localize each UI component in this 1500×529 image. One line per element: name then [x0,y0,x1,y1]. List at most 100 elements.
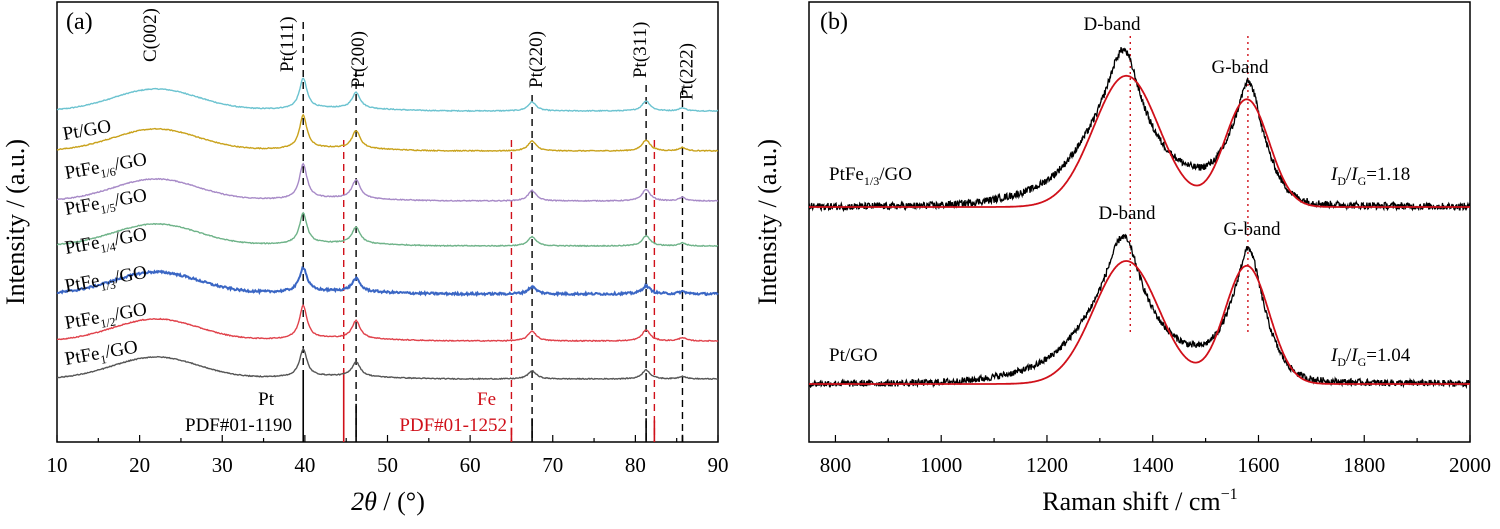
raman-x-axis-label: Raman shift / cm [1042,487,1220,516]
xrd-x-tick-label: 40 [294,453,315,477]
ratio-d-subscript: D [1337,174,1346,188]
xrd-curve [56,304,719,343]
xrd-peak-label: Pt(311) [630,22,651,78]
raman-x-tick-labels: 800 1000 1200 1400 1600 1800 2000 [820,453,1491,477]
xrd-peak-label: Pt(111) [277,16,298,72]
id-ig-ratio: ID/IG=1.04 [1330,345,1411,369]
raman-panel: (b) 800 1000 1200 1400 1600 1800 2000 D-band G-… [753,1,1491,516]
xrd-x-axis-unit: / (°) [377,487,425,516]
id-ig-ratio: ID/IG=1.18 [1330,164,1410,188]
raman-x-tick-label: 1800 [1343,453,1385,477]
xrd-series-label-tail: /GO [113,224,149,250]
xrd-series-label: PtFe1/4/GO [63,224,149,262]
xrd-x-ticks [56,435,719,442]
xrd-peak-label: Pt(222) [676,43,697,100]
xrd-series-label-tail: /GO [113,149,149,175]
xrd-peak-guides [302,22,684,442]
raman-measured-curve [808,233,1471,390]
xrd-series-label: PtFe1/3/GO [63,262,149,300]
ratio-slash: / [1346,164,1352,185]
xrd-x-tick-labels: 10 20 30 40 50 60 70 80 90 [47,453,729,477]
xrd-series-label-tail: /GO [113,185,149,211]
raman-x-tick-label: 1400 [1132,453,1174,477]
ratio-g-subscript: G [1358,174,1367,188]
raman-series-label: PtFe1/3/GO [829,164,912,188]
raman-plot-frame [808,1,1471,443]
xrd-x-tick-label: 60 [460,453,481,477]
g-band-label: G-band [1212,57,1269,78]
pt-reference-pdf: PDF#01-1190 [185,415,292,436]
ratio-intensity-symbol: I [1350,345,1359,366]
xrd-series-label-subscript: 1/6 [99,164,117,180]
raman-panel-label: (b) [820,9,848,35]
xrd-curve [56,347,719,381]
xrd-panel: (a) 10 20 30 40 50 60 70 80 90 Pt/GOPtFe1/6/GOPt… [1,1,729,516]
raman-curves [808,47,1471,390]
ratio-intensity-symbol: I [1330,345,1339,366]
raman-series-label-tail: /GO [879,164,912,185]
xrd-series-label-tail: /GO [113,262,149,288]
raman-x-tick-label: 1600 [1237,453,1279,477]
raman-x-tick-label: 2000 [1449,453,1491,477]
xrd-series-label-tail: /GO [103,336,139,362]
xrd-series-label-base: PtFe [63,270,101,297]
raman-x-ticks [834,435,1471,442]
xrd-series-label-subscript: 1/2 [99,314,117,330]
xrd-plot-frame [56,1,719,443]
xrd-curve [56,211,719,248]
raman-series-label-base: Pt/GO [829,345,878,366]
xrd-peak-labels: C(002) Pt(111) Pt(200) Pt(220) Pt(311) Pt(222… [140,8,697,100]
raman-fit-curve [809,260,1470,385]
raman-band-guides [1129,36,1249,336]
xrd-x-tick-label: 10 [47,453,68,477]
xrd-series-label-subscript: 1/5 [99,200,117,216]
xrd-series-label: PtFe1/6/GO [63,149,149,187]
raman-series-label: Pt/GO [829,345,878,366]
raman-x-tick-label: 800 [820,453,852,477]
xrd-x-tick-label: 30 [212,453,233,477]
xrd-series-label: PtFe1/GO [63,336,140,372]
raman-fit-curve [809,74,1470,208]
d-band-label: D-band [1099,203,1156,224]
pt-reference-label: Pt [258,389,275,410]
xrd-series-label-tail: /GO [113,299,149,325]
xrd-curve [56,162,718,203]
raman-x-tick-label: 1000 [920,453,962,477]
xrd-series-label-base: PtFe [63,307,101,334]
raman-x-tick-label: 1200 [1026,453,1068,477]
ratio-g-subscript: G [1358,355,1367,369]
xrd-x-tick-label: 50 [377,453,398,477]
xrd-curve [56,113,719,153]
raman-y-axis-title: Intensity / (a.u.) [753,139,782,305]
xrd-curve [56,77,719,113]
xrd-x-axis-title: 2θ / (°) [351,487,425,516]
raman-x-axis-unit-exponent: −1 [1221,486,1238,503]
xrd-curve [56,266,719,298]
xrd-peak-label: Pt(200) [348,31,369,88]
xrd-series-labels: Pt/GOPtFe1/6/GOPtFe1/5/GOPtFe1/4/GOPtFe1… [61,116,149,372]
xrd-x-tick-label: 80 [625,453,646,477]
xrd-x-axis-symbol: 2θ [351,487,377,516]
fe-reference-label: Fe [477,389,496,410]
raman-series-label-base: PtFe [829,164,864,185]
xrd-peak-label: Pt(220) [526,31,547,88]
d-band-label: D-band [1084,14,1141,35]
fe-reference-pdf: PDF#01-1252 [399,415,507,436]
xrd-series-label-subscript: 1/3 [99,277,117,293]
xrd-curves [56,77,719,381]
raman-x-axis-title: Raman shift / cm−1 [1042,486,1237,516]
xrd-series-label: PtFe1/2/GO [63,299,149,337]
ratio-slash: / [1346,345,1352,366]
ratio-intensity-symbol: I [1350,164,1359,185]
xrd-series-label-base: PtFe [63,232,101,259]
xrd-series-label-subscript: 1/4 [99,239,117,255]
xrd-series-label-subscript: 1 [99,352,107,367]
ratio-value: =1.04 [1366,345,1410,366]
xrd-peak-label: C(002) [140,8,161,62]
raman-series-label-subscript: 1/3 [864,174,879,188]
xrd-series-label-base: PtFe [63,193,101,220]
xrd-series-label-base: PtFe [63,157,101,184]
ratio-d-subscript: D [1337,355,1346,369]
